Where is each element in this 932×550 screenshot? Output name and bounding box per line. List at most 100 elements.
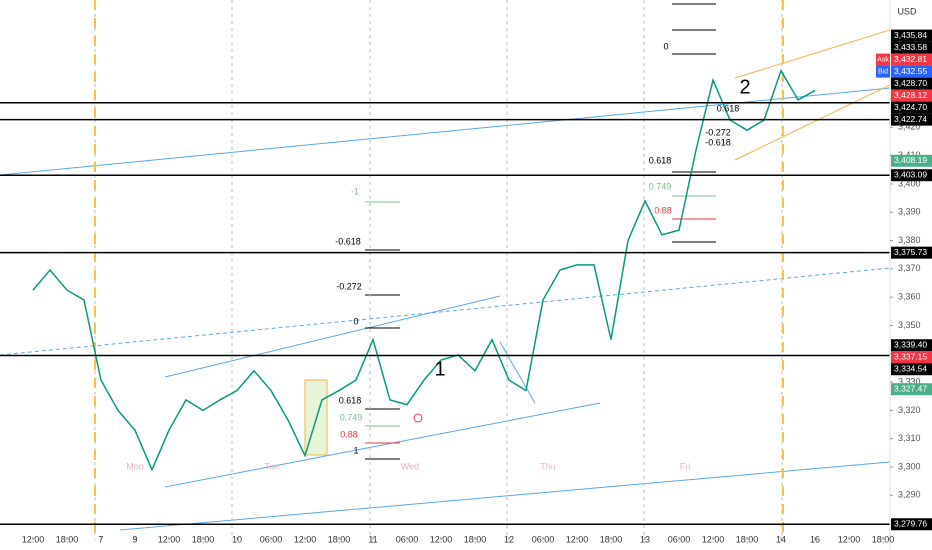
price-label-box [891, 65, 932, 78]
annotation: 1 [353, 445, 358, 455]
x-tick-label: 06:00 [260, 534, 283, 544]
price-label-box [891, 246, 932, 259]
x-tick-label: 12:00 [22, 534, 45, 544]
annotation: 0.749 [340, 412, 363, 422]
x-tick-label: 06:00 [668, 534, 691, 544]
price-label: 3,428.70 [894, 78, 927, 88]
x-tick-label: 18:00 [192, 534, 215, 544]
price-label: 3,403.09 [894, 169, 927, 179]
annotation: 0 [663, 41, 668, 51]
price-label-box [891, 169, 932, 182]
price-tag-box [876, 53, 890, 66]
y-tick-label: 3,320 [898, 405, 921, 415]
price-label-box [891, 363, 932, 376]
price-tag: Ask [877, 56, 889, 63]
price-label-box [891, 29, 932, 42]
annotation: 0.618 [339, 395, 362, 405]
price-label: 3,327.47 [894, 383, 927, 393]
price-label-box [891, 41, 932, 54]
x-tick-label: 7 [98, 534, 103, 544]
x-tick-label: 18:00 [600, 534, 623, 544]
price-label: 3,432.55 [894, 66, 927, 76]
annotation: -1 [351, 186, 359, 196]
x-tick-label: 18:00 [56, 534, 79, 544]
annotation: 0.88 [340, 429, 358, 439]
price-label: 3,433.58 [894, 42, 927, 52]
y-tick-label: 3,350 [898, 320, 921, 330]
x-tick-label: 06:00 [532, 534, 555, 544]
annotation: -0.618 [705, 137, 731, 147]
trend-line [0, 267, 891, 356]
annotation: 0.618 [649, 155, 672, 165]
x-tick-label: 06:00 [396, 534, 419, 544]
x-tick-label: 12:00 [294, 534, 317, 544]
price-label: 3,337.15 [894, 351, 927, 361]
x-tick-label: 9 [132, 534, 137, 544]
trend-line [499, 341, 536, 404]
day-label: Mon [126, 461, 144, 471]
x-tick-label: 18:00 [464, 534, 487, 544]
price-label-box [891, 518, 932, 531]
price-label: 3,339.40 [894, 339, 927, 349]
price-tag: Bid [878, 68, 888, 75]
price-label-box [891, 351, 932, 364]
x-tick-label: 12 [504, 534, 514, 544]
y-tick-label: 3,300 [898, 461, 921, 471]
trend-line [164, 402, 601, 488]
x-tick-label: 11 [368, 534, 377, 544]
y-tick-label: 3,390 [898, 207, 921, 217]
y-tick-label: 3,420 [898, 122, 921, 132]
x-tick-label: 16 [810, 534, 820, 544]
annotation: -0.272 [336, 281, 362, 291]
price-label: 3,432.81 [894, 54, 927, 64]
price-label-box [891, 101, 932, 114]
y-tick-label: 3,290 [898, 490, 921, 500]
x-tick-label: 13 [640, 534, 650, 544]
wedge-line [734, 84, 891, 161]
price-label-box [891, 89, 932, 102]
y-tick-label: 3,360 [898, 292, 921, 302]
annotation: -0.618 [335, 236, 361, 246]
price-label-box [891, 383, 932, 396]
wedge-line [734, 29, 891, 79]
annotation: 0.749 [649, 181, 672, 191]
price-label-box [891, 53, 932, 66]
price-label-box [891, 339, 932, 352]
x-tick-label: 12:00 [838, 534, 861, 544]
price-label-box [891, 113, 932, 126]
annotation: -0.272 [705, 127, 731, 137]
x-tick-label: 18:00 [872, 534, 895, 544]
price-label: 3,424.70 [894, 102, 927, 112]
price-label: 3,422.74 [894, 114, 927, 124]
price-label: 3,408.19 [894, 155, 927, 165]
price-label: 3,334.54 [894, 363, 927, 373]
x-tick-label: 12:00 [158, 534, 181, 544]
x-tick-label: 12:00 [566, 534, 589, 544]
x-tick-label: 12:00 [702, 534, 725, 544]
currency: USD [897, 6, 917, 16]
x-tick-label: 18:00 [736, 534, 759, 544]
price-label: 3,375.73 [894, 247, 927, 257]
annotation: 0.618 [717, 103, 740, 113]
day-label: Thu [540, 461, 556, 471]
day-label: Tue [264, 461, 279, 471]
y-tick-label: 3,380 [898, 235, 921, 245]
y-tick-label: 3,310 [898, 433, 921, 443]
x-tick-label: 18:00 [328, 534, 351, 544]
annotation: 2 [739, 76, 750, 98]
trend-line [164, 295, 501, 378]
price-label: 3,435.84 [894, 30, 927, 40]
annotation: 0 [353, 316, 358, 326]
price-label: 3,279.76 [894, 519, 927, 529]
day-label: Fri [680, 461, 691, 471]
x-tick-label: 10 [232, 534, 242, 544]
y-tick-label: 3,330 [898, 376, 921, 386]
annotation: 0.88 [654, 205, 672, 215]
price-tag-box [876, 65, 890, 78]
annotation: 1 [434, 358, 445, 380]
price-label: 3,428.12 [894, 90, 927, 100]
drawings [0, 3, 891, 531]
